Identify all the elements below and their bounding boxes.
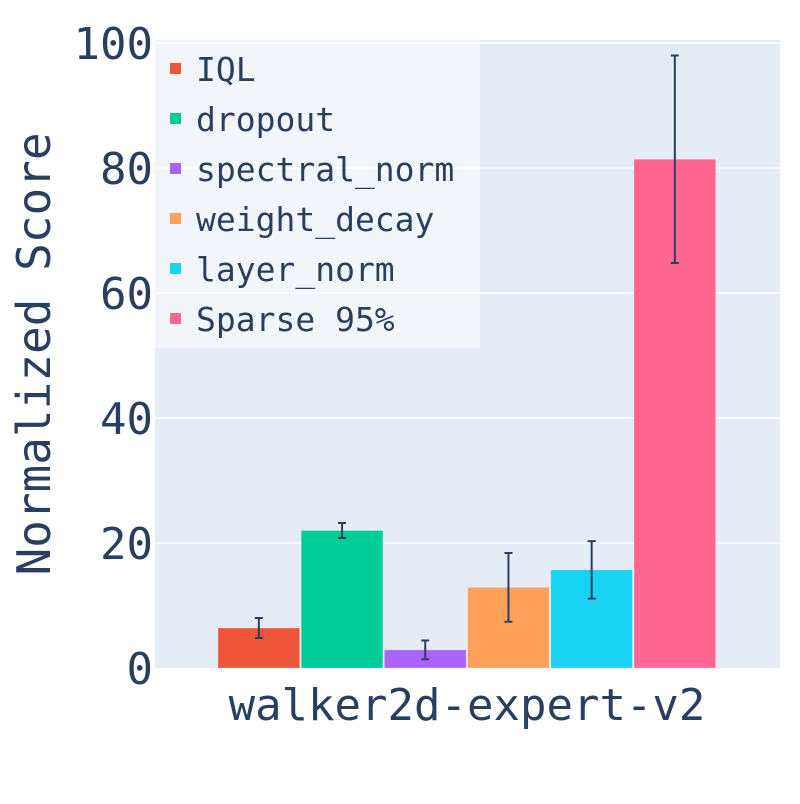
legend-label: layer_norm xyxy=(196,250,395,290)
legend-swatch xyxy=(170,263,181,274)
legend-label: dropout xyxy=(196,100,335,139)
legend-label: weight_decay xyxy=(196,200,434,240)
legend-swatch xyxy=(170,113,181,124)
y-tick-label: 20 xyxy=(100,519,153,570)
y-tick-label: 100 xyxy=(74,19,153,70)
error-bar xyxy=(254,617,263,639)
error-bar xyxy=(338,522,347,539)
legend: IQL dropout spectral_norm weight_decaylayer… xyxy=(155,40,480,348)
y-axis-title: Normalized Score xyxy=(7,132,61,575)
y-tick-label: 80 xyxy=(100,144,153,195)
bar-dropout xyxy=(300,530,384,669)
legend-box xyxy=(155,40,480,348)
legend-label: IQL xyxy=(196,50,256,89)
error-bar xyxy=(670,54,679,264)
x-category-label: walker2d-expert-v2 xyxy=(229,680,706,731)
legend-swatch xyxy=(170,63,181,74)
legend-label: Sparse 95% xyxy=(196,300,395,339)
legend-swatch xyxy=(170,163,181,174)
legend-label: spectral_norm xyxy=(196,150,454,190)
legend-swatch xyxy=(170,213,181,224)
y-tick-label: 40 xyxy=(100,394,153,445)
error-bar xyxy=(504,552,513,623)
y-tick-label: 0 xyxy=(127,644,154,695)
legend-swatch xyxy=(170,313,181,324)
error-bar xyxy=(421,639,430,661)
error-bar xyxy=(587,540,596,600)
y-tick-label: 60 xyxy=(100,269,153,320)
